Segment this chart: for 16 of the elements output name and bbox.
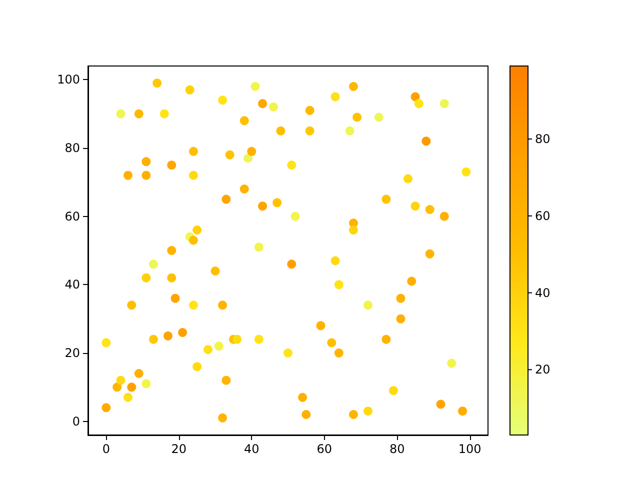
y-tick-label: 100	[57, 72, 80, 87]
x-tick-label: 20	[171, 442, 187, 456]
x-tick-label: 60	[316, 442, 332, 456]
y-tick-label: 40	[64, 278, 80, 292]
y-tick-label: 80	[64, 141, 80, 155]
color-bar-label: 40	[535, 286, 550, 300]
x-tick-label: 80	[389, 442, 405, 456]
x-tick-label: 40	[244, 442, 260, 456]
color-bar-label: 60	[535, 208, 550, 223]
x-tick-label: 100	[458, 442, 482, 456]
x-tick-label: 0	[102, 442, 110, 456]
y-tick-label: 60	[64, 209, 80, 224]
y-tick-label: 0	[72, 414, 80, 428]
y-tick-label: 20	[64, 346, 80, 360]
color-bar-label: 80	[535, 132, 550, 146]
color-bar-label: 20	[535, 362, 550, 377]
